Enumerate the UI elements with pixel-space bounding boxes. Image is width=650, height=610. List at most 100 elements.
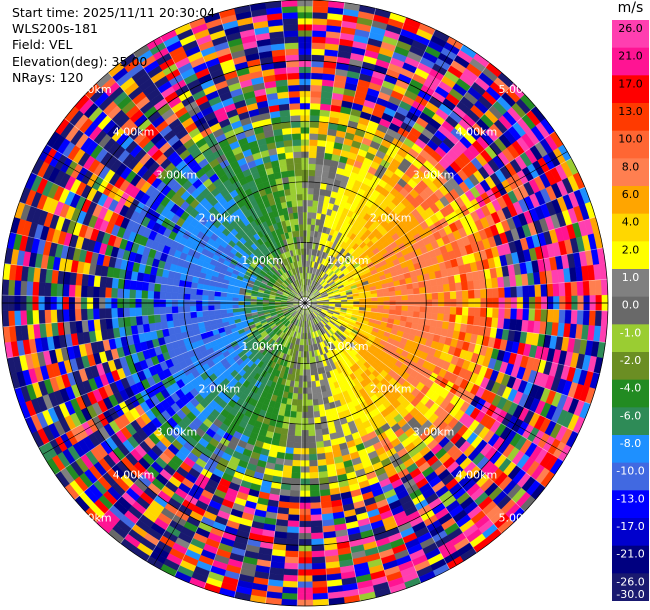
velocity-gate — [310, 526, 324, 534]
velocity-gate — [284, 550, 299, 558]
velocity-gate — [570, 309, 578, 325]
velocity-gate — [307, 405, 314, 413]
velocity-sectors — [1, 0, 609, 607]
velocity-gate — [314, 422, 322, 431]
velocity-gate — [306, 230, 311, 237]
velocity-gate — [98, 286, 106, 298]
velocity-gate — [497, 276, 505, 288]
velocity-gate — [443, 306, 451, 315]
velocity-gate — [123, 288, 130, 299]
velocity-gate — [183, 293, 191, 301]
velocity-gate — [56, 309, 64, 323]
velocity-gate — [407, 294, 415, 301]
velocity-gate — [455, 306, 463, 316]
velocity-gate — [437, 291, 445, 300]
velocity-gate — [165, 313, 174, 322]
velocity-gate — [312, 586, 329, 594]
velocity-gate — [177, 286, 186, 294]
velocity-gate — [311, 30, 327, 38]
velocity-gate — [281, 586, 298, 594]
velocity-gate — [278, 495, 290, 503]
velocity-gate — [98, 308, 106, 320]
velocity-gate — [307, 411, 315, 419]
velocity-gate — [443, 291, 451, 300]
velocity-gate — [80, 308, 88, 321]
velocity-gate — [314, 175, 322, 184]
velocity-gate — [424, 286, 433, 294]
velocity-gate — [310, 66, 324, 74]
velocity-gate — [480, 288, 487, 299]
velocity-gate — [297, 393, 303, 401]
velocity-gate — [412, 311, 420, 319]
velocity-gate — [26, 280, 34, 297]
velocity-gate — [552, 309, 560, 324]
velocity-gate — [310, 514, 323, 522]
velocity-gate — [129, 289, 137, 299]
velocity-gate — [309, 471, 319, 479]
velocity-gate — [467, 315, 475, 326]
velocity-gate — [289, 496, 301, 504]
velocity-gate — [165, 284, 174, 293]
velocity-gate — [308, 139, 319, 147]
velocity-gate — [141, 315, 149, 325]
velocity-gate — [159, 313, 168, 323]
velocity-gate — [288, 422, 296, 431]
velocity-gate — [317, 133, 328, 141]
velocity-gate — [283, 568, 299, 576]
velocity-gate — [207, 295, 215, 301]
velocity-gate — [473, 316, 481, 327]
velocity-gate — [395, 305, 403, 311]
velocity-gate — [147, 314, 155, 324]
velocity-gate — [552, 282, 560, 297]
velocity-gate — [195, 294, 203, 301]
velocity-gate — [32, 309, 40, 325]
velocity-gate — [312, 404, 320, 412]
velocity-gate — [313, 188, 321, 196]
velocity-gate — [486, 307, 493, 318]
velocity-gate — [202, 310, 210, 317]
velocity-gate — [287, 514, 300, 522]
velocity-gate — [570, 281, 578, 297]
velocity-gate — [289, 490, 301, 498]
velocity-gate — [442, 283, 451, 293]
velocity-gate — [287, 520, 300, 528]
velocity-gate — [308, 151, 318, 159]
velocity-gate — [317, 139, 327, 147]
velocity-gate — [279, 489, 291, 497]
velocity-gate — [110, 287, 118, 299]
velocity-gate — [283, 459, 293, 467]
velocity-gate — [141, 289, 149, 300]
velocity-gate — [314, 428, 323, 437]
velocity-gate — [315, 440, 325, 449]
velocity-gate — [522, 308, 530, 321]
velocity-gate — [311, 538, 325, 546]
velocity-gate — [576, 309, 584, 326]
velocity-gate — [558, 309, 566, 324]
velocity-gate — [600, 279, 609, 296]
velocity-gate — [311, 36, 327, 44]
velocity-gate — [312, 18, 328, 26]
velocity-gate — [290, 478, 301, 485]
velocity-gate — [467, 280, 475, 291]
velocity-gate — [310, 72, 324, 80]
velocity-gate — [516, 285, 524, 298]
velocity-gate — [455, 290, 463, 300]
velocity-gate — [395, 295, 403, 301]
velocity-gate — [282, 580, 298, 588]
velocity-gate — [455, 314, 463, 324]
velocity-gate — [285, 538, 299, 546]
velocity-gate — [308, 163, 317, 171]
velocity-gate — [171, 292, 179, 300]
velocity-gate — [307, 399, 314, 407]
velocity-gate — [310, 96, 322, 104]
velocity-gate — [201, 305, 209, 312]
velocity-gate — [307, 199, 314, 207]
velocity-gate — [135, 280, 143, 291]
velocity-gate — [540, 309, 548, 323]
velocity-gate — [313, 416, 322, 425]
velocity-gate — [312, 12, 329, 20]
velocity-gate — [315, 434, 324, 443]
velocity-gate — [308, 169, 316, 177]
velocity-gate — [389, 305, 397, 311]
velocity-gate — [123, 307, 130, 318]
